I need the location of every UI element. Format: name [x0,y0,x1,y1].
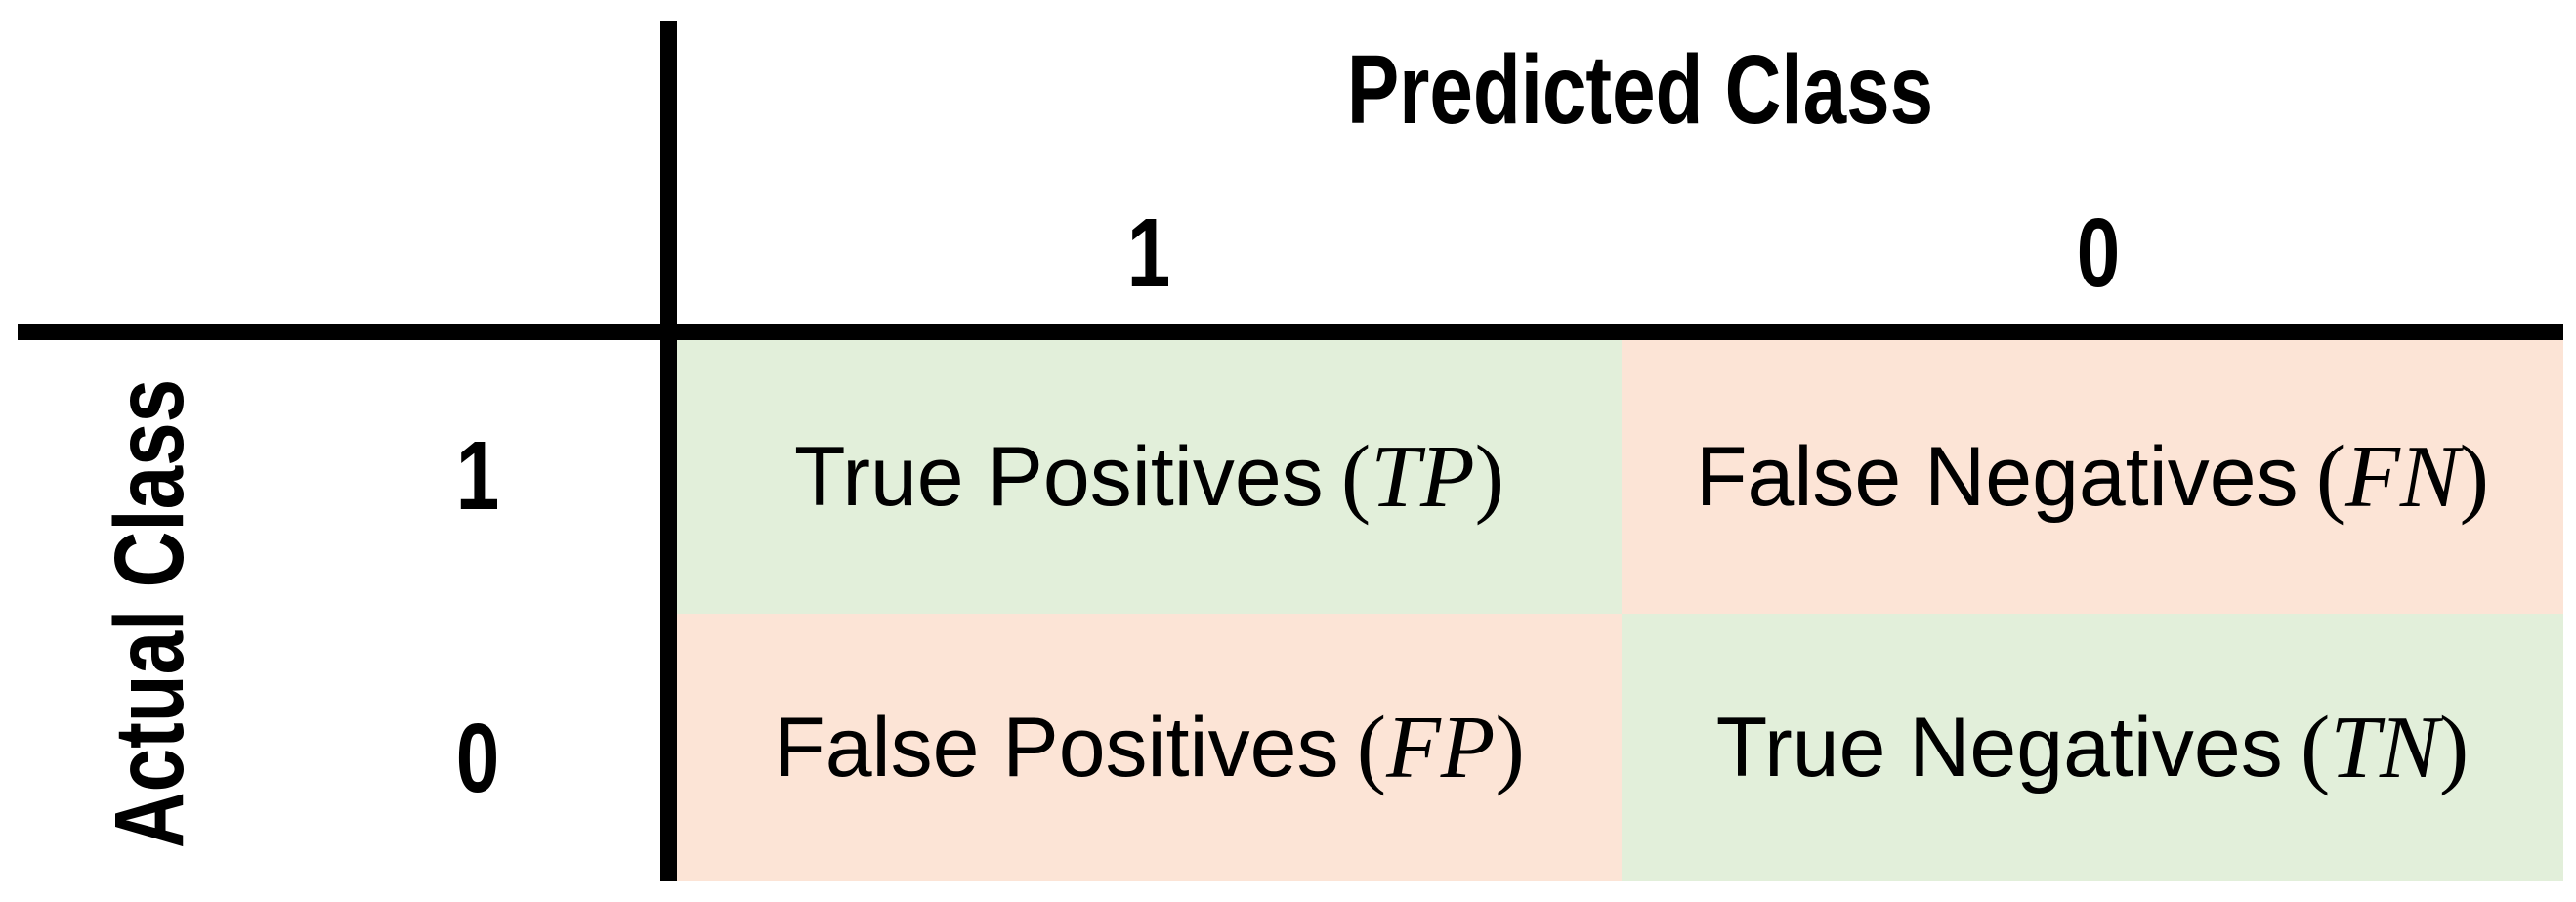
actual-axis-divider-line [18,324,2563,340]
actual-class-0-header: 0 [455,704,500,813]
close-paren: ) [2459,427,2490,527]
fp-symbol: FP [1386,697,1496,796]
predicted-axis-title: Predicted Class [1346,35,1934,145]
open-paren: ( [1340,427,1372,527]
tn-symbol: TN [2330,697,2439,796]
cell-true-negatives: True Negatives (TN) [1622,614,2563,881]
true-positives-label: True Positives [794,430,1324,524]
actual-axis-title: Actual Class [95,378,204,849]
close-paren: ) [1495,697,1525,796]
close-paren: ) [2438,697,2470,796]
open-paren: ( [2315,427,2346,527]
cell-true-positives: True Positives (TP) [677,340,1622,614]
cell-false-negatives: False Negatives (FN) [1622,340,2563,614]
true-negatives-label: True Negatives [1715,700,2283,795]
fn-symbol: FN [2345,427,2460,527]
predicted-axis-divider-line [660,21,677,881]
cell-false-positives: False Positives (FP) [677,614,1622,881]
false-negatives-abbreviation: (FN) [2316,432,2489,521]
false-negatives-label: False Negatives [1695,430,2299,524]
false-positives-abbreviation: (FP) [1357,703,1525,792]
false-positives-label: False Positives [774,700,1339,795]
tp-symbol: TP [1371,427,1475,527]
close-paren: ) [1474,427,1504,527]
open-paren: ( [2300,697,2331,796]
actual-class-1-header: 1 [455,421,500,531]
predicted-class-0-header: 0 [2076,198,2121,308]
open-paren: ( [1356,697,1387,796]
true-positives-abbreviation: (TP) [1341,432,1504,521]
predicted-class-1-header: 1 [1126,198,1171,308]
true-negatives-abbreviation: (TN) [2301,703,2469,792]
